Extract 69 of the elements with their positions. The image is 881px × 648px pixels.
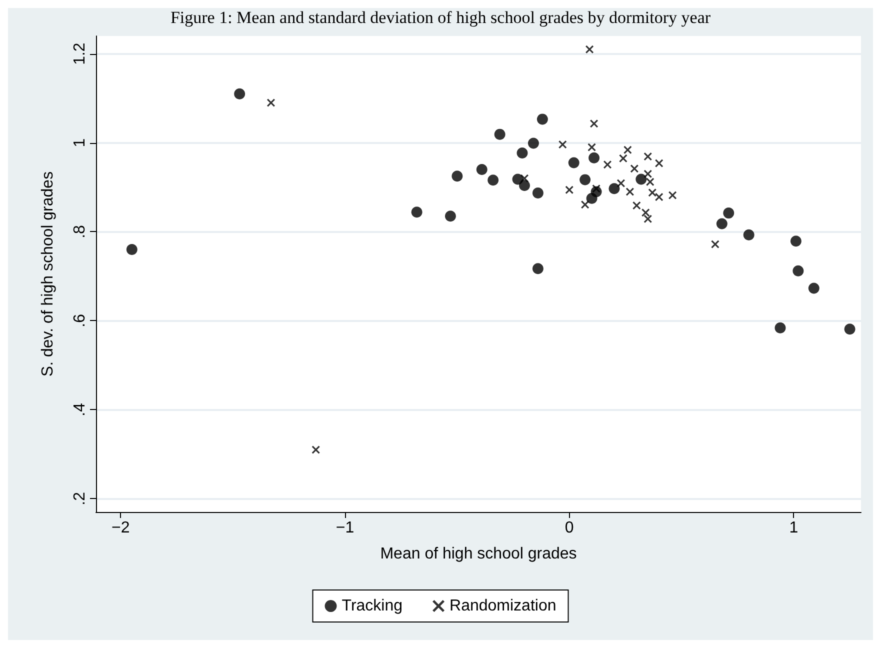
point — [668, 191, 677, 200]
point — [646, 178, 654, 186]
point — [532, 263, 544, 274]
point — [644, 170, 652, 178]
point — [516, 148, 528, 158]
legend-label: Tracking — [342, 598, 403, 614]
point — [568, 157, 580, 168]
point — [711, 240, 720, 248]
x-tick-label: 1 — [789, 520, 798, 536]
x-tick-label: 0 — [564, 520, 574, 536]
point — [586, 45, 594, 54]
point — [608, 183, 620, 194]
point — [648, 188, 656, 197]
x-tick-label: −2 — [112, 520, 130, 536]
point — [536, 114, 548, 125]
point — [590, 120, 598, 128]
point — [636, 174, 647, 185]
point — [592, 184, 600, 193]
x-axis-title: Mean of high school grades — [380, 546, 577, 562]
point — [234, 88, 246, 100]
point — [565, 186, 574, 194]
point — [632, 201, 641, 210]
point — [774, 322, 786, 334]
point — [603, 160, 612, 169]
point — [644, 152, 652, 161]
point — [532, 188, 544, 199]
point — [655, 159, 664, 168]
point — [519, 180, 530, 191]
point — [624, 146, 632, 154]
point — [644, 214, 652, 223]
point — [619, 154, 628, 162]
point — [588, 143, 596, 152]
point — [266, 98, 275, 107]
point — [126, 244, 138, 256]
point — [616, 179, 625, 188]
point — [792, 265, 804, 276]
point — [808, 282, 820, 294]
point — [790, 236, 802, 247]
chart-title: Figure 1: Mean and standard deviation of high school grades by dormitory year — [170, 8, 711, 27]
y-axis-title: S. dev. of high school grades — [40, 171, 56, 377]
y-tick-label: 1.2 — [72, 42, 88, 65]
point — [580, 174, 591, 186]
point — [581, 200, 590, 209]
point — [716, 218, 728, 230]
point — [743, 229, 754, 240]
point — [558, 140, 567, 149]
point — [655, 193, 664, 202]
point — [844, 324, 856, 335]
y-tick-label: .6 — [72, 314, 88, 328]
legend-label: Randomization — [450, 598, 556, 614]
x-tick-label: −1 — [336, 520, 354, 536]
point — [476, 164, 488, 175]
point — [452, 170, 463, 182]
point — [520, 174, 528, 182]
y-tick-label: .8 — [72, 224, 88, 238]
y-tick-label: .4 — [72, 402, 88, 416]
point — [411, 206, 422, 218]
point — [488, 174, 499, 186]
point — [630, 164, 638, 173]
point — [528, 138, 539, 149]
point — [312, 446, 320, 454]
y-tick-label: 1 — [72, 138, 88, 148]
point — [723, 208, 734, 219]
point — [588, 152, 600, 164]
point — [626, 188, 634, 196]
point — [642, 208, 650, 217]
y-tick-label: .2 — [72, 492, 88, 506]
point — [494, 128, 506, 140]
point — [444, 210, 456, 222]
